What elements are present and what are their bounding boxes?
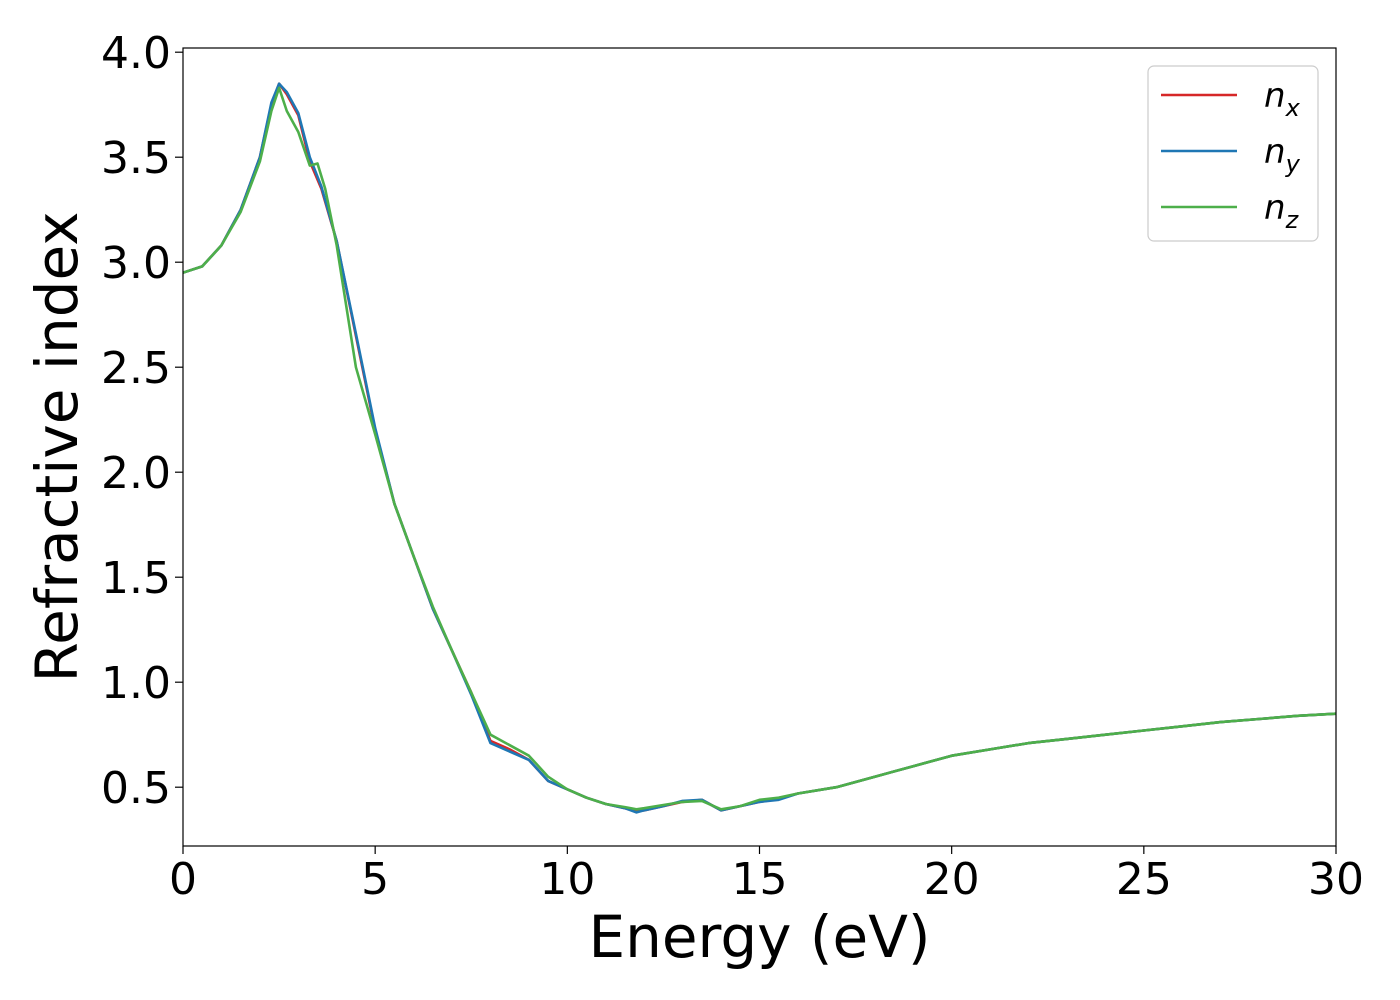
x-axis-ticks: 0 5 10 15 20 25 30 <box>169 846 1364 905</box>
y-tick-label: 0.5 <box>101 763 171 814</box>
x-tick-label: 30 <box>1308 854 1364 905</box>
y-tick-label: 1.0 <box>101 658 171 709</box>
y-tick-label: 1.5 <box>101 553 171 604</box>
y-tick-label: 3.5 <box>101 133 171 184</box>
y-axis-ticks: 0.5 1.0 1.5 2.0 2.5 3.0 3.5 4.0 <box>101 28 183 814</box>
x-tick-label: 10 <box>539 854 595 905</box>
y-tick-label: 4.0 <box>101 28 171 79</box>
y-tick-label: 2.0 <box>101 448 171 499</box>
y-tick-label: 2.5 <box>101 343 171 394</box>
series-line-z <box>182 86 1337 811</box>
y-axis-title: Refractive index <box>23 211 91 682</box>
legend-box <box>1147 65 1319 242</box>
x-tick-label: 20 <box>924 854 980 905</box>
x-axis-title: Energy (eV) <box>588 903 930 971</box>
series-layer <box>182 82 1337 814</box>
y-tick-label: 3.0 <box>101 238 171 289</box>
x-tick-label: 0 <box>169 854 197 905</box>
x-tick-label: 5 <box>361 854 389 905</box>
x-tick-label: 15 <box>732 854 788 905</box>
x-tick-label: 25 <box>1116 854 1172 905</box>
